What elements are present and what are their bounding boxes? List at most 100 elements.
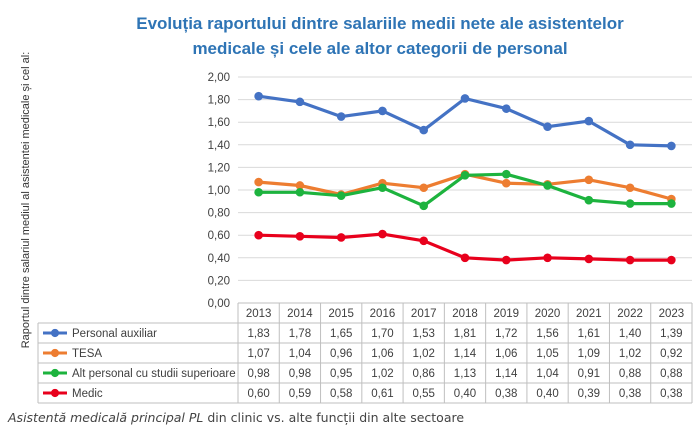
data-label: 0,39 [578, 388, 600, 400]
data-label: 0,59 [289, 388, 311, 400]
y-tick-label: 1,80 [208, 95, 230, 107]
x-tick-label: 2014 [287, 308, 313, 320]
data-label: 1,02 [619, 348, 641, 360]
data-point [254, 91, 263, 101]
y-tick-label: 0,40 [208, 253, 230, 265]
data-label: 0,55 [413, 388, 435, 400]
data-point [336, 112, 346, 121]
data-table: 2013 2014 2015 2016 2017 2018 2019 2020 2021 2022… [37, 302, 693, 404]
legend-marker [50, 388, 60, 398]
y-tick-label: 1,40 [208, 140, 230, 152]
data-label: 1,65 [330, 328, 352, 340]
chart-title-line-1: Evoluția raportului dintre salariile med… [136, 14, 624, 33]
data-point [419, 183, 429, 193]
y-tick-label: 2,00 [208, 72, 230, 84]
data-label: 1,13 [454, 368, 476, 380]
data-label: 1,81 [454, 328, 476, 340]
data-point [419, 201, 429, 211]
data-label: 1,05 [536, 348, 558, 360]
y-tick-label: 0,80 [208, 208, 230, 220]
data-point [419, 125, 429, 135]
caption-part-2: din clinic vs. alte funcții din alte sec… [203, 410, 465, 425]
data-label: 1,07 [247, 348, 269, 360]
data-label: 1,04 [289, 348, 312, 360]
data-label: 1,40 [619, 328, 641, 340]
y-tick-label: 1,20 [208, 162, 230, 174]
data-label: 0,38 [495, 388, 517, 400]
data-point [584, 116, 594, 126]
data-point [543, 181, 552, 190]
data-label: 0,58 [330, 388, 352, 400]
data-point [460, 94, 470, 103]
y-tick-labels: 0,00 0,20 0,40 0,60 0,80 1,00 1,20 1,40 1,60 1,80… [208, 72, 230, 310]
legend-marker [50, 348, 60, 358]
data-label: 1,83 [247, 328, 269, 340]
data-point [501, 255, 511, 265]
data-point [254, 230, 263, 240]
x-tick-label: 2023 [659, 308, 685, 320]
data-label: 0,95 [330, 368, 352, 380]
data-point [625, 199, 635, 208]
legend-marker [50, 368, 60, 378]
data-label: 1,78 [289, 328, 311, 340]
y-tick-label: 1,00 [208, 185, 230, 197]
data-label: 0,88 [619, 368, 641, 380]
data-label: 1,02 [413, 348, 435, 360]
x-tick-label: 2019 [493, 308, 519, 320]
data-point [295, 187, 305, 197]
data-point [501, 178, 511, 188]
legend-entry: Alt personal cu studii superioare [72, 368, 236, 380]
legend-entry: Medic [72, 388, 103, 400]
y-tick-label: 0,20 [208, 275, 230, 287]
data-point [543, 122, 552, 132]
data-point [543, 253, 552, 263]
data-point [667, 255, 676, 265]
series-lines [254, 91, 676, 265]
data-point [625, 183, 635, 193]
data-label: 1,09 [578, 348, 600, 360]
data-label: 1,02 [371, 368, 393, 380]
data-point [295, 232, 305, 241]
figure-caption: Asistentă medicală principal PL din clin… [8, 410, 698, 430]
data-point [667, 199, 676, 208]
x-tick-label: 2018 [452, 308, 478, 320]
data-label: 1,06 [495, 348, 517, 360]
data-label: 1,72 [495, 328, 517, 340]
data-label: 1,61 [578, 328, 600, 340]
chart-title-line-2: medicale și cele ale altor categorii de … [192, 39, 567, 58]
data-point [667, 141, 676, 151]
legend-entry: Personal auxiliar [72, 328, 157, 340]
data-label: 1,70 [371, 328, 393, 340]
data-point [336, 233, 346, 242]
x-tick-label: 2016 [370, 308, 396, 320]
x-tick-label: 2015 [328, 308, 354, 320]
data-label: 0,61 [371, 388, 393, 400]
x-tick-label: 2022 [617, 308, 643, 320]
data-label: 0,40 [536, 388, 558, 400]
data-label: 1,56 [536, 328, 558, 340]
data-point [254, 187, 263, 197]
x-tick-label: 2020 [535, 308, 561, 320]
caption-part-1: Asistentă medicală principal PL [8, 410, 204, 425]
data-label: 0,60 [247, 388, 269, 400]
data-point [419, 236, 429, 246]
data-point [501, 104, 511, 113]
data-point [295, 97, 305, 107]
data-point [378, 183, 387, 193]
data-label: 1,04 [536, 368, 559, 380]
data-point [625, 140, 635, 150]
y-axis-label: Raportul dintre salariul mediul al asist… [20, 52, 32, 349]
x-tick-label: 2013 [246, 308, 272, 320]
x-tick-label: 2021 [576, 308, 602, 320]
legend-marker [50, 328, 60, 338]
series-line [258, 94, 672, 148]
data-label: 0,92 [660, 348, 682, 360]
data-label: 1,39 [660, 328, 682, 340]
data-point [378, 106, 387, 116]
y-tick-label: 0,00 [208, 298, 230, 310]
data-label: 0,98 [289, 368, 311, 380]
data-point [460, 171, 470, 180]
data-point [336, 191, 346, 200]
data-point [584, 195, 594, 205]
